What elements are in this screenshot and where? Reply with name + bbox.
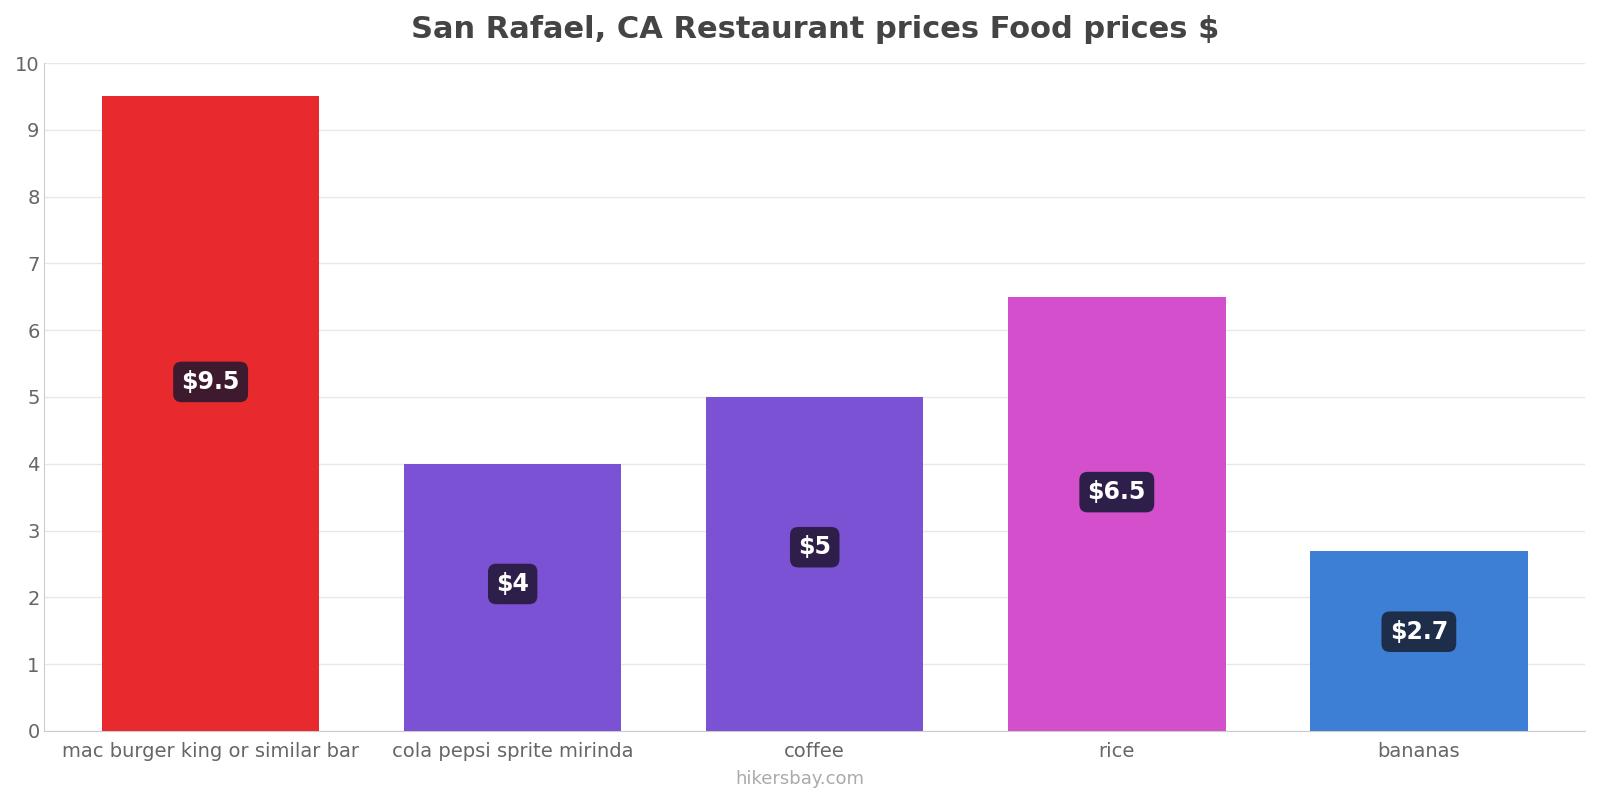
Text: $2.7: $2.7 (1390, 620, 1448, 644)
Bar (706, 397, 923, 731)
Text: $9.5: $9.5 (181, 370, 240, 394)
Text: hikersbay.com: hikersbay.com (736, 770, 864, 788)
Text: $4: $4 (496, 572, 530, 596)
Bar (403, 464, 621, 731)
Text: $5: $5 (798, 535, 832, 559)
Title: San Rafael, CA Restaurant prices Food prices $: San Rafael, CA Restaurant prices Food pr… (411, 15, 1219, 44)
Bar (102, 96, 320, 731)
Bar (1310, 550, 1528, 731)
Text: $6.5: $6.5 (1088, 480, 1146, 504)
Bar (1008, 297, 1226, 731)
